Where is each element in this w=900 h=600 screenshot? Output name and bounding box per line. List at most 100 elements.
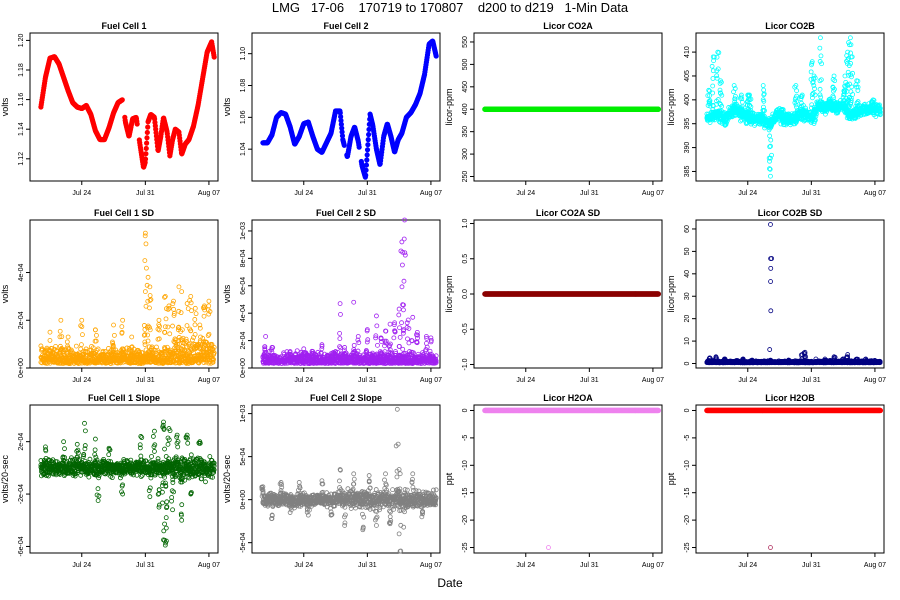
y-tick-label: 1.10 <box>240 47 247 61</box>
y-tick-label: 1.06 <box>240 110 247 124</box>
data-point <box>142 289 148 295</box>
data-point <box>142 156 149 162</box>
data-point <box>192 317 198 322</box>
x-tick-label: Aug 07 <box>864 190 886 197</box>
y-tick-label: 1.20 <box>18 33 25 47</box>
data-point <box>206 298 212 304</box>
data-point <box>144 129 150 136</box>
data-point <box>365 137 371 143</box>
panel-title: Fuel Cell 1 SD <box>94 208 155 218</box>
chart-panel: Fuel Cell 1volts1.121.141.161.181.20Jul … <box>0 21 220 197</box>
data-point <box>64 339 70 345</box>
y-tick-label: 405 <box>684 70 691 82</box>
x-tick-label: Jul 24 <box>72 190 91 197</box>
x-tick-label: Jul 24 <box>738 190 757 197</box>
data-point <box>145 274 151 280</box>
panel-title: Licor CO2B <box>765 21 815 31</box>
data-point <box>710 83 716 89</box>
data-series <box>704 35 883 179</box>
data-point <box>143 265 149 271</box>
data-point <box>338 312 343 317</box>
data-point <box>714 54 720 60</box>
data-point <box>364 152 370 158</box>
data-point <box>165 324 171 330</box>
data-point <box>119 97 125 103</box>
data-point <box>119 324 125 329</box>
data-point <box>337 336 343 342</box>
data-point <box>808 69 814 75</box>
data-point <box>65 334 71 340</box>
y-axis-label: volts <box>222 97 232 116</box>
data-point <box>433 53 439 59</box>
data-series <box>38 39 217 170</box>
data-point <box>365 142 371 148</box>
data-point <box>156 317 162 323</box>
data-point <box>206 331 212 337</box>
data-point <box>768 173 773 179</box>
data-point <box>710 76 716 81</box>
data-point <box>341 142 347 148</box>
panel-title: Fuel Cell 1 <box>101 21 146 31</box>
data-point <box>73 343 79 349</box>
x-tick-label: Jul 31 <box>580 190 599 197</box>
data-point <box>211 54 217 60</box>
data-point <box>364 157 370 163</box>
x-tick-label: Aug 07 <box>198 190 220 197</box>
data-point <box>709 63 715 69</box>
y-tick-label: 385 <box>684 166 691 178</box>
data-point <box>192 322 198 328</box>
data-point <box>78 323 84 329</box>
x-tick-label: Jul 31 <box>802 190 821 197</box>
data-series <box>260 217 439 366</box>
y-tick-label: 1.04 <box>240 142 247 156</box>
x-tick-label: Jul 24 <box>72 377 91 384</box>
data-point <box>78 342 84 348</box>
y-tick-label: 500 <box>462 58 469 70</box>
y-tick-label: 390 <box>684 142 691 154</box>
data-point <box>111 332 117 338</box>
y-tick-label: 1.16 <box>18 93 25 107</box>
data-point <box>142 258 148 264</box>
x-tick-label: Aug 07 <box>642 190 664 197</box>
data-point <box>363 172 369 178</box>
y-tick-label: 350 <box>462 126 469 138</box>
x-tick-label: Jul 31 <box>358 190 377 197</box>
y-axis-label: licor-ppm <box>444 88 454 125</box>
data-point <box>818 53 824 59</box>
chart-panel: Fuel Cell 2 SDvolts0e+002e-044e-046e-048… <box>222 208 442 384</box>
data-point <box>847 35 853 41</box>
data-point <box>768 137 774 143</box>
data-point <box>171 306 176 312</box>
plot-frame <box>29 32 219 182</box>
chart-panel: Licor CO2Blicor-ppm385390395400405410Jul… <box>666 21 886 197</box>
data-point <box>79 317 85 323</box>
y-tick-label: 4e-04 <box>240 304 247 322</box>
y-tick-label: 300 <box>462 148 469 160</box>
y-axis-label: volts <box>222 284 232 303</box>
data-point <box>57 328 63 334</box>
data-point <box>189 337 195 343</box>
data-point <box>363 167 369 173</box>
data-point <box>80 332 85 338</box>
data-point <box>710 90 716 96</box>
y-tick-label: 0e+00 <box>240 358 247 378</box>
data-point <box>655 106 662 112</box>
data-point <box>94 332 99 338</box>
x-tick-label: Jul 24 <box>516 190 535 197</box>
y-axis-label: licor-ppm <box>666 88 676 125</box>
data-point <box>189 308 194 314</box>
data-series <box>260 38 439 180</box>
data-point <box>179 289 185 295</box>
data-point <box>167 331 173 337</box>
y-tick-label: 1.14 <box>18 122 25 136</box>
data-point <box>714 73 720 79</box>
y-tick-label: 6e-04 <box>240 277 247 295</box>
x-tick-label: Jul 31 <box>136 377 155 384</box>
data-point <box>760 83 766 88</box>
data-point <box>188 293 194 299</box>
y-tick-label: 8e-04 <box>240 249 247 267</box>
data-point <box>79 324 85 330</box>
data-point <box>143 145 149 152</box>
